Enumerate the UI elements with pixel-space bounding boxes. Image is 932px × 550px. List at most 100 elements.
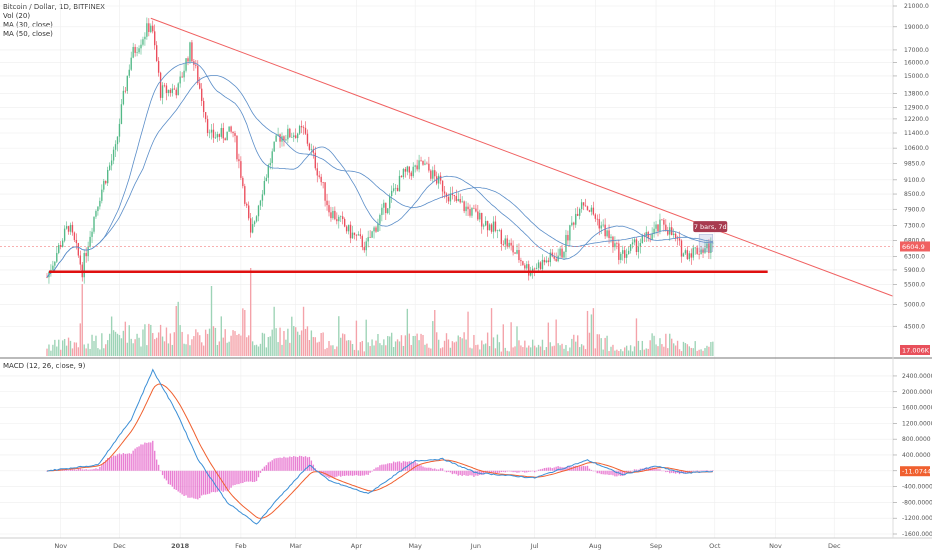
macd-value-tag-bg — [900, 466, 930, 477]
volume-bar — [251, 341, 254, 356]
candle-body — [302, 127, 305, 128]
candle-body — [379, 215, 381, 224]
macd-histogram-bar — [398, 461, 401, 471]
candle-body — [398, 175, 401, 192]
candle-body — [533, 268, 536, 270]
volume-bar — [58, 339, 60, 356]
macd-histogram-bar — [694, 470, 696, 472]
volume-bar — [430, 348, 432, 356]
candle-body — [165, 85, 168, 93]
candle-body — [195, 64, 197, 66]
macd-histogram-bar — [702, 470, 704, 471]
volume-bar — [406, 308, 409, 356]
volume-bar — [338, 316, 340, 356]
macd-histogram-bar — [304, 456, 307, 471]
macd-histogram-bar — [390, 463, 393, 471]
volume-bar — [420, 333, 422, 356]
candle-body — [486, 221, 489, 231]
candle-body — [696, 247, 698, 254]
macd-histogram-bar — [99, 466, 101, 471]
macd-histogram-bar — [508, 470, 510, 472]
candle-body — [83, 253, 85, 278]
volume-bar — [422, 335, 424, 356]
macd-histogram-bar — [369, 470, 371, 473]
macd-histogram-bar — [273, 458, 275, 471]
volume-bar — [404, 335, 407, 356]
candle-body — [230, 126, 232, 132]
volume-bar — [522, 347, 524, 356]
volume-bar — [696, 350, 698, 356]
macd-tick-label: -1600.0000 — [902, 531, 932, 538]
candle-body — [148, 23, 150, 32]
candle-body — [91, 231, 93, 237]
volume-bar — [63, 338, 66, 356]
candle-body — [206, 119, 209, 133]
candle-body — [334, 210, 336, 220]
candle-body — [338, 216, 340, 222]
volume-bar — [592, 308, 595, 356]
volume-bar — [99, 349, 101, 356]
macd-histogram-bar — [146, 442, 148, 471]
volume-bar — [122, 330, 125, 356]
macd-histogram-bar — [340, 470, 342, 477]
volume-bar — [69, 340, 72, 356]
macd-tick-label: -1200.0000 — [902, 515, 932, 522]
candle-body — [676, 238, 679, 239]
volume-bar — [75, 342, 78, 356]
macd-histogram-bar — [359, 470, 362, 476]
candle-body — [304, 127, 307, 134]
volume-bar — [659, 338, 661, 356]
macd-histogram-bar — [524, 470, 526, 473]
macd-histogram-bar — [671, 470, 673, 473]
candle-body — [287, 128, 289, 140]
volume-bar — [154, 339, 156, 356]
price-tick-label: 5000.0 — [904, 301, 925, 308]
volume-bar — [484, 343, 487, 356]
candle-body — [332, 210, 334, 219]
volume-bar — [222, 337, 224, 356]
macd-histogram-bar — [95, 468, 97, 471]
candle-body — [349, 224, 352, 239]
volume-bar — [157, 332, 160, 356]
macd-tick-label: 800.0000 — [902, 436, 931, 443]
volume-bar — [112, 330, 115, 356]
macd-histogram-bar — [526, 470, 528, 473]
volume-bar — [586, 310, 589, 356]
macd-histogram-bar — [189, 470, 191, 498]
candle-body — [265, 177, 268, 181]
candle-body — [604, 224, 606, 237]
candle-body — [389, 196, 391, 209]
macd-histogram-bar — [455, 470, 457, 475]
candle-body — [377, 223, 379, 232]
time-tick-label: Nov — [54, 542, 67, 550]
candle-body — [283, 136, 285, 141]
candle-body — [201, 88, 203, 101]
candle-body — [263, 180, 266, 195]
macd-histogram-bar — [567, 465, 569, 471]
price-tick-label: 12900.0 — [904, 104, 929, 111]
macd-histogram-bar — [173, 470, 175, 490]
volume-bar — [175, 305, 177, 356]
candle-body — [672, 233, 675, 236]
macd-histogram-bar — [54, 469, 56, 471]
candle-body — [320, 176, 322, 183]
time-tick-label: Apr — [351, 542, 363, 550]
volume-bar — [500, 351, 503, 356]
candle-body — [506, 238, 508, 247]
volume-bar — [345, 340, 348, 356]
volume-bar — [567, 351, 569, 356]
macd-histogram-bar — [594, 470, 597, 472]
volume-bar — [281, 344, 283, 356]
candle-body — [577, 213, 579, 216]
candle-body — [279, 134, 281, 142]
candle-body — [220, 127, 222, 137]
volume-bar — [620, 349, 622, 356]
candle-body — [212, 129, 215, 138]
candle-body — [273, 141, 275, 152]
volume-bar — [674, 345, 677, 356]
macd-histogram-bar — [645, 467, 647, 471]
candle-body — [561, 248, 563, 258]
candle-body — [498, 230, 501, 231]
volume-bar — [618, 350, 620, 356]
